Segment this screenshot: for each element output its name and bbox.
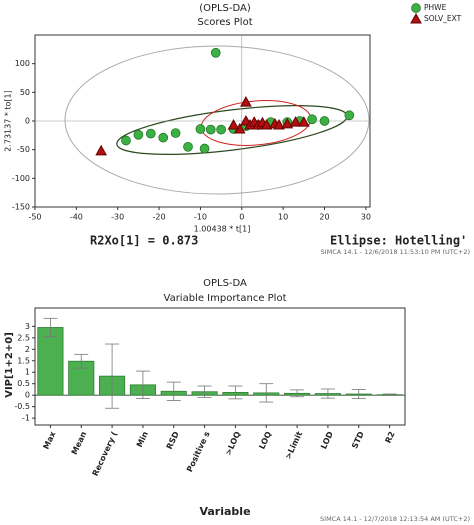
- circle-marker: [145, 128, 156, 139]
- circle-marker: [210, 47, 221, 58]
- y-tick-label: 3: [25, 322, 30, 331]
- x-tick-label: 20: [319, 213, 329, 222]
- triangle-marker: [273, 118, 285, 130]
- x-tick-label: -20: [153, 213, 166, 222]
- triangle-marker: [281, 117, 294, 129]
- y-axis-label: VIP[1+2+0]: [4, 332, 15, 398]
- x-axis-label: Variable: [199, 505, 250, 518]
- x-tick-label: 10: [278, 213, 288, 222]
- y-tick-label: 0.5: [17, 379, 30, 388]
- x-axis-label: 1.00438 * t[1]: [194, 225, 251, 234]
- footer: SIMCA 14.1 - 12/6/2018 11:53:10 PM (UTC+…: [321, 248, 470, 256]
- triangle-marker: [297, 116, 310, 127]
- plot-frame: [34, 307, 406, 426]
- x-tick-label: >Limit: [284, 430, 305, 461]
- y-tick-label: 100: [15, 59, 30, 68]
- x-tick-label: LOD: [319, 430, 335, 451]
- y-tick-label: 2: [25, 345, 30, 354]
- circle-marker: [216, 124, 226, 135]
- footer: SIMCA 14.1 - 12/7/2018 12:13:54 AM (UTC+…: [320, 515, 470, 523]
- annotation: R2Xo[1] = 0.873: [90, 234, 198, 248]
- triangle-marker: [260, 118, 273, 130]
- circle-marker: [121, 135, 131, 146]
- triangle-marker: [289, 116, 302, 127]
- y-tick-label: -100: [12, 174, 30, 183]
- triangle-marker: [227, 118, 240, 130]
- circle-marker: [183, 141, 193, 152]
- circle-marker: [319, 116, 330, 126]
- y-tick-label: -1: [22, 414, 30, 423]
- circle-marker: [411, 3, 421, 13]
- x-tick-label: -10: [194, 213, 207, 222]
- x-tick-label: R2: [384, 430, 397, 444]
- x-tick-label: RSD: [165, 430, 181, 451]
- x-tick-label: Positive s: [185, 430, 212, 474]
- x-tick-label: Mean: [70, 430, 89, 456]
- circle-marker: [133, 129, 144, 140]
- y-tick-label: 0: [25, 391, 30, 400]
- y-tick-label: 1.5: [17, 356, 30, 365]
- y-tick-label: -0.5: [14, 402, 30, 411]
- chart-subtitle: Scores Plot: [197, 17, 252, 28]
- chart-title: OPLS-DA: [203, 278, 247, 289]
- y-tick-label: 2.5: [17, 333, 30, 342]
- y-tick-label: 1: [25, 368, 30, 377]
- x-tick-label: Recovery (: [91, 430, 120, 478]
- y-tick-label: 0: [25, 117, 30, 126]
- x-tick-label: Max: [42, 429, 58, 450]
- bar: [37, 327, 64, 396]
- triangle-marker: [410, 12, 422, 24]
- triangle-marker: [240, 96, 252, 107]
- circle-marker: [158, 132, 169, 143]
- y-tick-label: -50: [17, 145, 30, 154]
- x-tick-label: STD: [350, 430, 366, 450]
- x-tick-label: LOQ: [257, 430, 273, 451]
- x-tick-label: >LOQ: [224, 430, 243, 457]
- x-tick-label: -50: [28, 213, 41, 222]
- chart-title: (OPLS-DA): [199, 3, 251, 14]
- circle-marker: [170, 128, 181, 138]
- legend-label: SOLV_EXT: [424, 14, 462, 23]
- circle-marker: [199, 143, 210, 154]
- x-tick-label: 0: [239, 213, 244, 222]
- x-tick-label: 30: [361, 213, 371, 222]
- annotation: Ellipse: Hotelling': [330, 234, 467, 248]
- x-tick-label: -30: [111, 213, 124, 222]
- circle-marker: [195, 124, 206, 134]
- legend-label: PHWE: [424, 3, 447, 12]
- x-tick-label: -40: [70, 213, 83, 222]
- x-tick-label: Min: [135, 430, 150, 449]
- hotelling-ellipse: [64, 45, 370, 195]
- triangle-marker: [95, 144, 108, 156]
- y-tick-label: 50: [20, 88, 30, 97]
- chart-subtitle: Variable Importance Plot: [164, 293, 287, 304]
- circle-marker: [307, 114, 317, 125]
- y-tick-label: -150: [12, 203, 30, 212]
- circle-marker: [344, 110, 355, 121]
- circle-marker: [205, 124, 216, 135]
- y-axis-label: 2.73137 * to[1]: [4, 90, 13, 152]
